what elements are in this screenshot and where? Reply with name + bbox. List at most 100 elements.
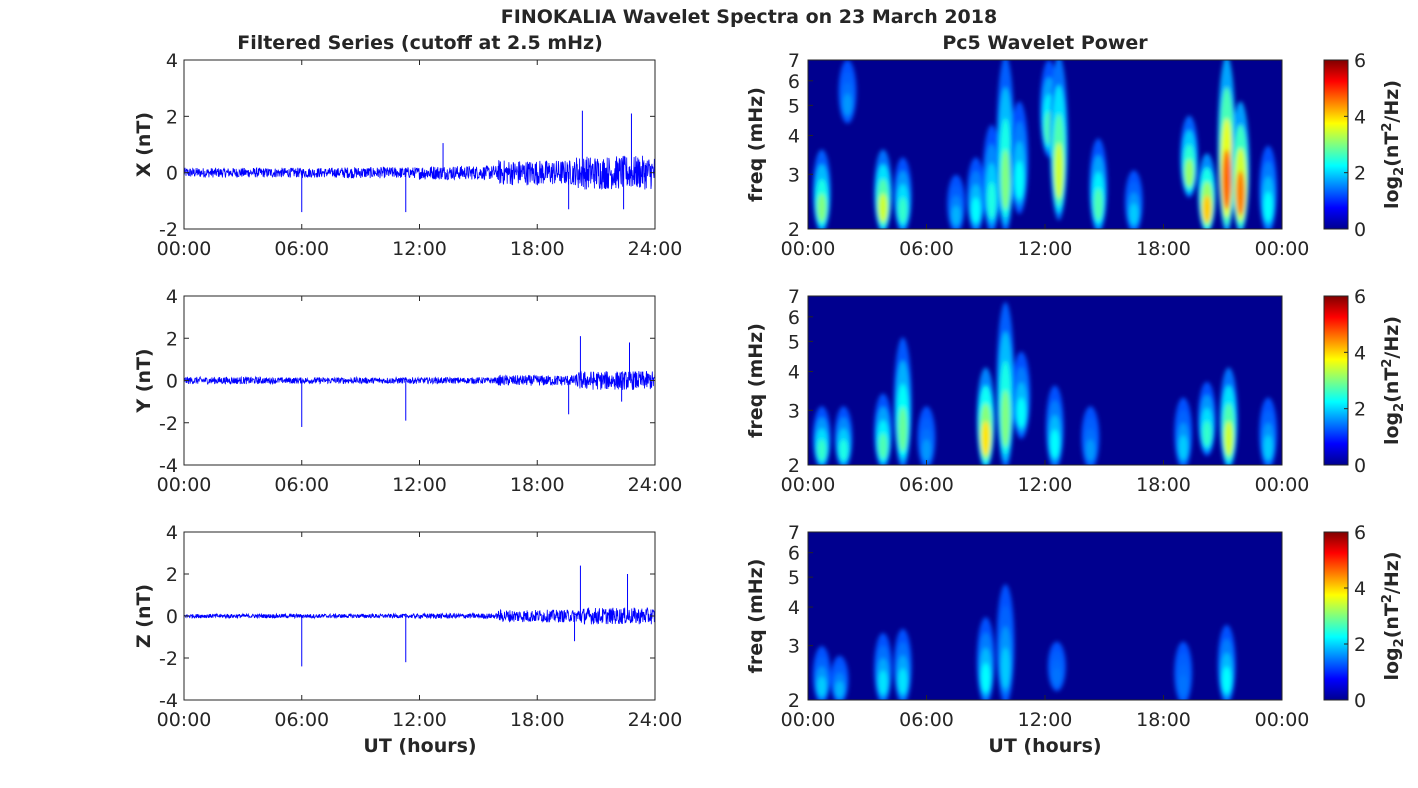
wavelet-blob-8 [1014, 160, 1024, 200]
x-tick-label: 00:00 [781, 474, 836, 496]
y-tick-label: 0 [166, 606, 178, 628]
colorbar-tick-label: 2 [1354, 634, 1366, 656]
colorbar [1323, 531, 1349, 701]
y-tick-label: 4 [166, 286, 178, 308]
y-tick-label: -2 [159, 413, 178, 435]
series-axes-box [183, 59, 656, 230]
wavelet-blob-8 [1050, 429, 1060, 458]
x-tick-label: 06:00 [274, 238, 329, 260]
wavelet-blob-0 [817, 193, 827, 222]
freq-tick-label: 5 [788, 331, 800, 353]
x-tick-label: 12:00 [1018, 474, 1073, 496]
freq-tick-label: 6 [788, 543, 800, 565]
y-tick-label: -2 [159, 219, 178, 241]
colorbar-tick-label: 0 [1354, 455, 1366, 477]
freq-tick-label: 7 [788, 522, 800, 544]
y-tick-label: 4 [166, 522, 178, 544]
wavelet-blob-13 [1263, 435, 1273, 460]
x-tick-label: 06:00 [899, 709, 954, 731]
wavelet-blob-0 [817, 439, 827, 461]
freq-tick-label: 6 [788, 71, 800, 93]
wavelet-blobs [812, 302, 1278, 465]
wavelet-blob-5 [1001, 647, 1010, 689]
wavelet-blob-12 [1129, 203, 1139, 225]
x-tick-label: 00:00 [157, 238, 212, 260]
freq-tick-label: 3 [788, 636, 800, 658]
series-panel-y: -4 -2 0 2 4 00:00 06:00 12:00 18:00 24:00 Y (nT) [133, 286, 682, 496]
x-tick-label: 06:00 [274, 709, 329, 731]
wavelet-blob-2 [878, 433, 888, 460]
colorbar [1323, 295, 1349, 466]
wavelet-blob-15 [1222, 149, 1232, 210]
x-tick-label: 18:00 [1136, 238, 1191, 260]
wavelet-blob-6 [1001, 390, 1010, 447]
freq-tick-label: 2 [788, 219, 800, 241]
wavelet-blob-3 [898, 668, 908, 695]
colorbar-tick-label: 4 [1354, 342, 1366, 364]
freq-tick-label: 2 [788, 455, 800, 477]
y-tick-label: -4 [159, 690, 178, 712]
freq-tick-label: 5 [788, 95, 800, 117]
wavelet-blob-11 [1202, 421, 1212, 447]
x-tick-label: 06:00 [899, 474, 954, 496]
wavelet-blob-5 [981, 421, 991, 456]
x-tick-label: 18:00 [1136, 709, 1191, 731]
freq-tick-label: 3 [788, 164, 800, 186]
series-ylabel-z: Z (nT) [133, 584, 155, 648]
right-column-title: Pc5 Wavelet Power [942, 32, 1148, 54]
wavelet-blob-4 [981, 663, 991, 693]
freq-tick-label: 4 [788, 597, 800, 619]
y-tick-label: -4 [159, 455, 178, 477]
x-tick-label: 18:00 [510, 474, 565, 496]
wavelet-blob-7 [1016, 397, 1026, 428]
wavelet-blob-1 [835, 681, 844, 698]
wavelet-blob-7 [1001, 149, 1010, 210]
wavelet-blobs [812, 584, 1236, 700]
wavelet-blob-13 [1184, 158, 1194, 187]
colorbar-label: log2(nT2/Hz) [1380, 316, 1407, 445]
wavelet-blob-10 [1054, 142, 1064, 199]
x-tick-label: 00:00 [157, 474, 212, 496]
wavelet-ylabel-z: freq (mHz) [745, 559, 767, 674]
wavelet-blob-17 [1263, 191, 1273, 222]
freq-tick-label: 5 [788, 567, 800, 589]
freq-tick-label: 3 [788, 400, 800, 422]
series-line-y [183, 370, 656, 390]
freq-tick-label: 2 [788, 690, 800, 712]
x-tick-label: 12:00 [392, 709, 447, 731]
x-tick-label: 00:00 [1255, 238, 1310, 260]
x-tick-label: 18:00 [1136, 474, 1191, 496]
wavelet-blob-4 [951, 205, 961, 226]
wavelet-blob-2 [878, 193, 888, 222]
wavelet-blob-3 [898, 197, 908, 224]
series-line-x [183, 155, 656, 190]
x-tick-label: 06:00 [274, 474, 329, 496]
colorbar-tick-label: 6 [1354, 50, 1366, 72]
colorbar-label: log2(nT2/Hz) [1380, 80, 1407, 209]
wavelet-blob-6 [987, 181, 997, 219]
x-tick-label: 12:00 [392, 238, 447, 260]
wavelet-blob-10 [1178, 435, 1188, 460]
wavelet-ylabel-x: freq (mHz) [745, 87, 767, 202]
series-line-z [183, 607, 656, 625]
colorbar [1323, 59, 1349, 230]
freq-tick-label: 7 [788, 50, 800, 72]
series-ylabel-y: Y (nT) [133, 348, 155, 413]
wavelet-blobs [812, 60, 1278, 229]
wavelet-blob-9 [1086, 439, 1095, 461]
y-tick-label: 0 [166, 371, 178, 393]
figure-title: FINOKALIA Wavelet Spectra on 23 March 20… [501, 6, 997, 28]
y-tick-label: 2 [166, 328, 178, 350]
wavelet-blob-6 [1052, 667, 1062, 685]
wavelet-blob-5 [971, 197, 981, 224]
colorbar-tick-label: 6 [1354, 522, 1366, 544]
freq-tick-label: 7 [788, 286, 800, 308]
y-tick-label: 2 [166, 564, 178, 586]
x-tick-label: 00:00 [157, 709, 212, 731]
series-panel-z: -4 -2 0 2 4 00:00 06:00 12:00 18:00 24:00 Z (nT) [133, 522, 682, 731]
y-tick-label: 4 [166, 50, 178, 72]
wavelet-blob-8 [1222, 666, 1232, 694]
